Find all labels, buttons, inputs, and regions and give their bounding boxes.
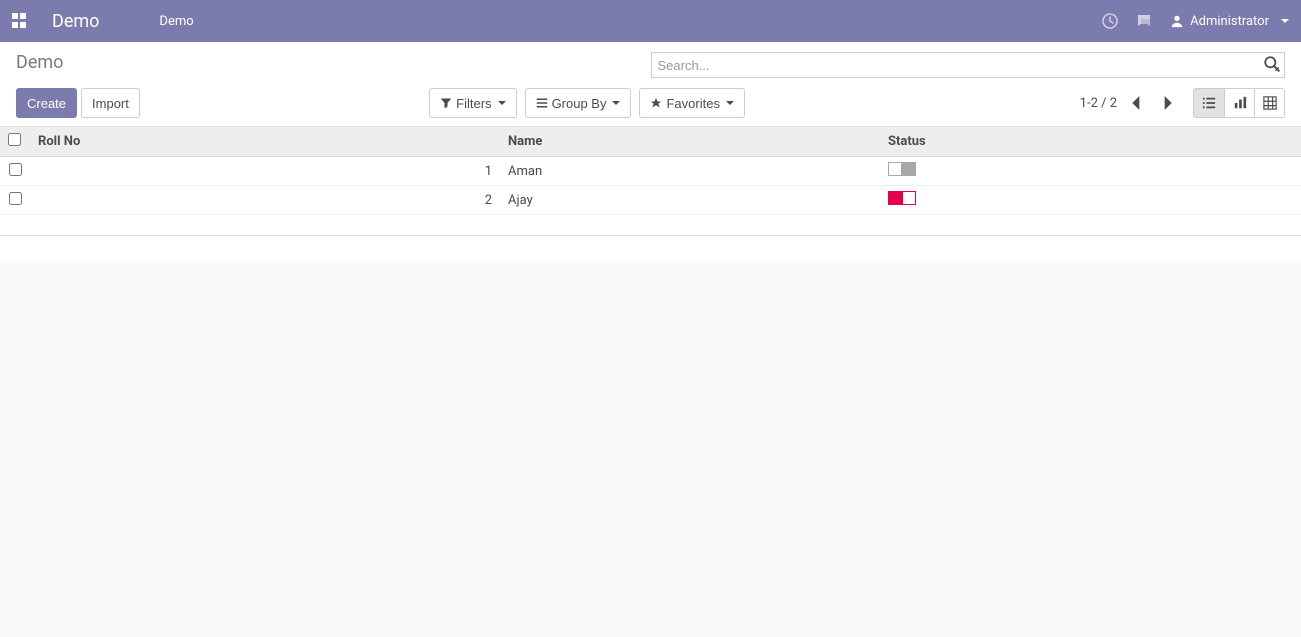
cell-status — [880, 186, 1301, 215]
chevron-down-icon — [726, 101, 734, 105]
chevron-down-icon — [612, 101, 620, 105]
col-header-rollno[interactable]: Roll No — [30, 127, 500, 157]
table-row[interactable]: 2Ajay — [0, 186, 1301, 215]
favorites-button[interactable]: Favorites — [639, 88, 744, 118]
user-icon — [1170, 14, 1184, 28]
select-all-checkbox[interactable] — [8, 133, 21, 146]
create-button[interactable]: Create — [16, 88, 77, 118]
pager-text: 1-2 / 2 — [1080, 96, 1117, 111]
filter-icon — [440, 97, 452, 109]
create-button-label: Create — [27, 96, 66, 111]
top-navbar: Demo Demo Administrator — [0, 0, 1301, 42]
chevron-right-icon — [1162, 96, 1172, 110]
status-toggle[interactable] — [888, 162, 916, 176]
chevron-down-icon — [1281, 19, 1289, 23]
cell-name: Ajay — [500, 186, 880, 215]
view-list-button[interactable] — [1194, 89, 1224, 117]
groupby-button[interactable]: Group By — [525, 88, 632, 118]
view-pivot-button[interactable] — [1254, 89, 1284, 117]
col-header-name[interactable]: Name — [500, 127, 880, 157]
breadcrumb: Demo — [16, 52, 216, 73]
app-brand[interactable]: Demo — [52, 11, 99, 32]
status-toggle[interactable] — [888, 191, 916, 205]
col-header-status[interactable]: Status — [880, 127, 1301, 157]
import-button[interactable]: Import — [81, 88, 140, 118]
pager-next[interactable] — [1157, 93, 1177, 113]
favorites-label: Favorites — [666, 96, 719, 111]
chevron-left-icon — [1132, 96, 1142, 110]
apps-icon[interactable] — [12, 13, 28, 29]
star-icon — [650, 97, 662, 109]
groupby-label: Group By — [552, 96, 607, 111]
cell-name: Aman — [500, 157, 880, 186]
view-graph-button[interactable] — [1224, 89, 1254, 117]
chevron-down-icon — [498, 101, 506, 105]
user-menu[interactable]: Administrator — [1170, 14, 1289, 29]
list-view-icon — [1202, 96, 1216, 110]
table-row[interactable]: 1Aman — [0, 157, 1301, 186]
view-switcher — [1193, 88, 1285, 118]
chat-icon[interactable] — [1136, 13, 1152, 29]
row-checkbox[interactable] — [9, 192, 22, 205]
data-table: Roll No Name Status 1Aman2Ajay — [0, 127, 1301, 215]
pager-prev[interactable] — [1127, 93, 1147, 113]
clock-icon[interactable] — [1102, 13, 1118, 29]
cell-rollno: 2 — [30, 186, 500, 215]
cell-status — [880, 157, 1301, 186]
list-view: Roll No Name Status 1Aman2Ajay — [0, 127, 1301, 261]
user-name: Administrator — [1190, 14, 1269, 29]
filters-label: Filters — [456, 96, 491, 111]
import-button-label: Import — [92, 96, 129, 111]
cell-rollno: 1 — [30, 157, 500, 186]
filters-button[interactable]: Filters — [429, 88, 516, 118]
pager: 1-2 / 2 — [1080, 93, 1177, 113]
table-footer — [0, 235, 1301, 261]
nav-menu-demo[interactable]: Demo — [159, 14, 193, 29]
search-input[interactable] — [651, 52, 1286, 78]
list-icon — [536, 97, 548, 109]
control-panel: Demo Create Import Filters Group — [0, 42, 1301, 127]
pivot-icon — [1263, 96, 1277, 110]
bar-chart-icon — [1233, 96, 1247, 110]
row-checkbox[interactable] — [9, 163, 22, 176]
search-icon[interactable] — [1263, 55, 1281, 73]
